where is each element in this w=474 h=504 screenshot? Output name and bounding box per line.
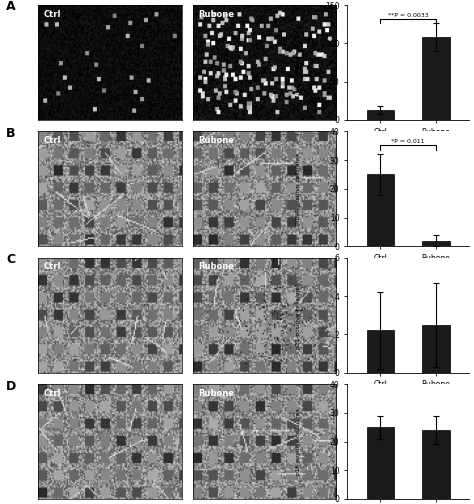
Y-axis label: p16-positive cells/area: p16-positive cells/area [296, 408, 301, 475]
Text: Rubone: Rubone [198, 10, 234, 19]
Bar [422, 240, 450, 246]
Text: **P = 0.0033: **P = 0.0033 [388, 13, 428, 18]
Text: Ctrl: Ctrl [44, 263, 61, 271]
Bar [422, 37, 450, 120]
Text: D: D [6, 380, 17, 393]
Text: Rubone: Rubone [198, 389, 234, 398]
Text: C: C [6, 253, 16, 266]
Text: *P = 0.011: *P = 0.011 [392, 139, 425, 144]
Bar [366, 427, 394, 499]
Bar [366, 110, 394, 120]
Bar [422, 325, 450, 372]
Bar [366, 174, 394, 246]
Text: Rubone: Rubone [198, 263, 234, 271]
Y-axis label: TUNEL-positive cells/area: TUNEL-positive cells/area [296, 25, 301, 100]
Bar [366, 331, 394, 372]
Bar [422, 430, 450, 499]
Text: Rubone: Rubone [198, 136, 234, 145]
Y-axis label: p21-positive cells/area: p21-positive cells/area [296, 282, 301, 349]
Text: A: A [6, 1, 16, 14]
Text: B: B [6, 127, 16, 140]
Text: Ctrl: Ctrl [44, 389, 61, 398]
Text: Ctrl: Ctrl [44, 10, 61, 19]
Y-axis label: PCNA-positive cells/area: PCNA-positive cells/area [296, 153, 301, 225]
Text: Ctrl: Ctrl [44, 136, 61, 145]
